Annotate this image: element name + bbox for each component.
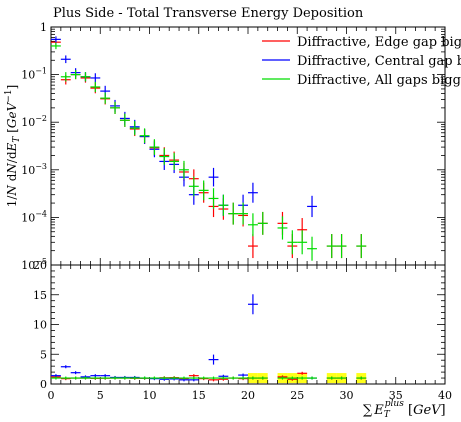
ratio-panel: 0 5 10 15 20 0 5 10 15 20 25 30 35 40 [33, 259, 452, 402]
main-y-tick-label: 10−4 [21, 209, 47, 224]
legend-label-edge-gap: Diffractive, Edge gap bigg [297, 35, 461, 50]
x-axis-label: ∑ ETplus [GeV] [363, 399, 446, 420]
x-tick-label: 5 [97, 389, 104, 402]
main-y-tick-label: 10−5 [21, 257, 47, 272]
ratio-y-tick-label: 20 [33, 259, 47, 272]
x-tick-label: 40 [438, 389, 452, 402]
ratio-series-diffractive-edge-gap-bigg [51, 371, 367, 382]
series-diffractive-all-gaps-bigge [51, 42, 367, 261]
main-y-tick-label: 10−3 [21, 162, 47, 177]
chart-title: Plus Side - Total Transverse Energy Depo… [53, 6, 364, 21]
legend-label-central-gap: Diffractive, Central gap bi [297, 54, 461, 69]
series-diffractive-central-gap-bi [51, 36, 317, 218]
main-y-tick-label: 10−2 [21, 114, 47, 129]
x-tick-label: 20 [241, 389, 255, 402]
main-y-tick-label: 10−1 [21, 67, 47, 82]
y-axis-label: 1/N dN/dET [GeV−1] [4, 85, 22, 208]
ratio-y-tick-label: 10 [33, 319, 47, 332]
ratio-series-diffractive-central-gap-bi [51, 294, 317, 382]
x-tick-label: 30 [340, 389, 354, 402]
x-tick-label: 25 [290, 389, 304, 402]
main-y-tick-label: 1 [40, 21, 47, 34]
main-panel: 1 10−1 10−2 10−3 10−4 10−5 [21, 21, 446, 272]
legend: Diffractive, Edge gap bigg Diffractive, … [262, 35, 461, 88]
x-tick-label: 15 [192, 389, 206, 402]
ratio-y-tick-label: 15 [33, 289, 47, 302]
ratio-plot-frame [50, 264, 446, 385]
ratio-y-tick-label: 5 [40, 348, 47, 361]
ratio-y-tick-label: 0 [40, 378, 47, 391]
legend-label-all-gaps: Diffractive, All gaps bigge [297, 73, 461, 88]
ratio-series-diffractive-all-gaps-bigge [51, 376, 367, 380]
x-tick-label: 10 [143, 389, 157, 402]
series-diffractive-edge-gap-bigg [51, 39, 367, 259]
x-tick-label: 35 [389, 389, 403, 402]
x-tick-label: 0 [48, 389, 55, 402]
